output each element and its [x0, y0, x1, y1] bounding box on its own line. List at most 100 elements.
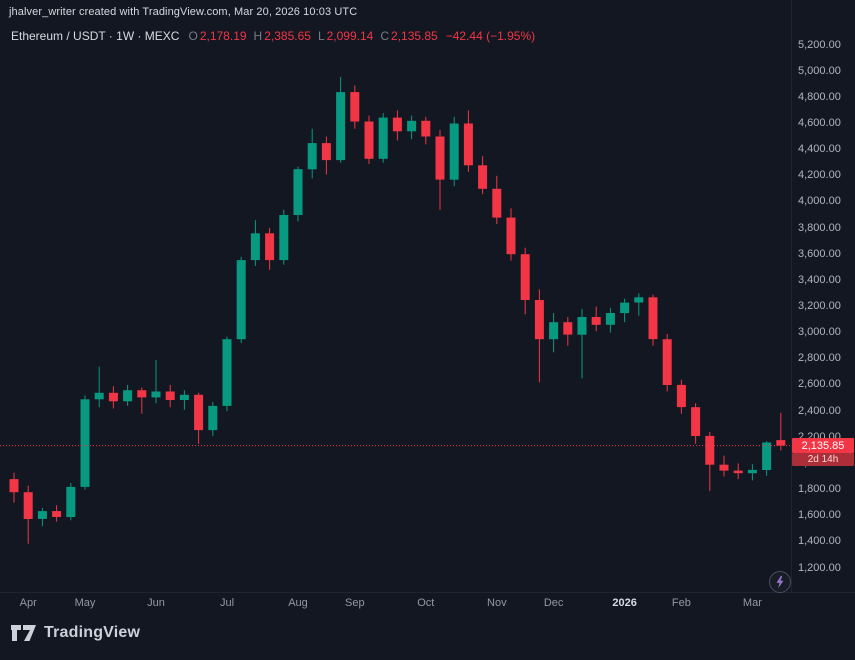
- time-tick-label: Mar: [742, 597, 762, 609]
- time-tick-label: Dec: [543, 597, 564, 609]
- candle: [336, 77, 346, 163]
- time-tick-label: Jun: [147, 597, 165, 609]
- time-tick-label: Nov: [487, 597, 507, 609]
- candle: [279, 209, 289, 265]
- price-tick-label: 4,000.00: [798, 195, 841, 208]
- price-tick-label: 2,800.00: [798, 352, 841, 365]
- candle: [747, 464, 757, 481]
- candle: [435, 130, 445, 210]
- price-tick-label: 4,400.00: [798, 143, 841, 156]
- candle: [648, 294, 658, 346]
- candle: [23, 485, 33, 544]
- time-tick-label: Feb: [671, 597, 691, 609]
- time-tick-label: Aug: [288, 597, 308, 609]
- candle: [591, 306, 601, 332]
- candle: [151, 360, 161, 404]
- ohlc-open-value: 2,178.19: [199, 29, 247, 43]
- ohlc-low-value: 2,099.14: [326, 29, 374, 43]
- candle: [37, 507, 47, 527]
- candle: [94, 366, 104, 408]
- price-change: −42.44 (−1.95%): [445, 29, 536, 43]
- candle: [293, 166, 303, 222]
- flash-icon: [776, 575, 784, 589]
- candle: [165, 384, 175, 408]
- candle: [776, 413, 786, 451]
- candle: [577, 309, 587, 379]
- candle: [194, 392, 204, 444]
- symbol-title[interactable]: Ethereum / USDT · 1W · MEXC: [11, 29, 180, 43]
- time-axis[interactable]: Apr May Jun Jul Aug Sep Oct Nov Dec 2026 Feb Mar: [0, 592, 792, 614]
- candle: [350, 85, 360, 129]
- candle: [421, 116, 431, 145]
- ohlc-low-label: L: [317, 29, 325, 43]
- ohlc-low: L 2,099.14: [318, 29, 373, 43]
- candle: [307, 128, 317, 179]
- candlestick-chart[interactable]: [0, 0, 792, 592]
- candle: [506, 208, 516, 261]
- candle: [705, 432, 715, 491]
- candle: [563, 317, 573, 346]
- candle: [676, 379, 686, 414]
- ohlc-open-label: O: [188, 29, 198, 43]
- flash-button[interactable]: [769, 571, 791, 593]
- candle: [762, 441, 772, 476]
- candle: [733, 463, 743, 480]
- candle: [137, 387, 147, 414]
- candle: [478, 156, 488, 195]
- candle: [52, 505, 62, 522]
- ohlc-high: H 2,385.65: [254, 29, 311, 43]
- candle: [108, 386, 118, 409]
- tradingview-logo-icon: [11, 625, 36, 641]
- price-tick-label: 5,000.00: [798, 64, 841, 77]
- candle: [549, 313, 559, 353]
- candle: [364, 115, 374, 164]
- price-tick-label: 3,600.00: [798, 247, 841, 260]
- candle: [236, 256, 246, 344]
- candle: [634, 293, 644, 316]
- candle: [407, 115, 417, 140]
- candle: [265, 228, 275, 270]
- candle: [620, 298, 630, 323]
- price-tick-label: 4,800.00: [798, 90, 841, 103]
- bar-countdown-label: 2d 14h: [792, 453, 854, 467]
- price-axis[interactable]: 5,200.00 5,000.00 4,800.00 4,600.00 4,400.00…: [792, 0, 855, 592]
- ohlc-close: C 2,135.85: [380, 29, 437, 43]
- price-axis-separator: [791, 0, 792, 592]
- price-tick-label: 2,400.00: [798, 404, 841, 417]
- price-tick-label: 3,200.00: [798, 300, 841, 312]
- attribution-text: jhalver_writer created with TradingView.…: [9, 6, 358, 18]
- candle: [9, 472, 19, 503]
- candle: [321, 136, 331, 175]
- candle: [463, 110, 473, 172]
- price-tick-label: 1,200.00: [798, 561, 841, 574]
- time-tick-label: Oct: [417, 597, 435, 609]
- time-tick-label: 2026: [612, 597, 637, 609]
- price-tick-label: 4,200.00: [798, 169, 841, 182]
- candle: [605, 307, 615, 333]
- current-price-label: 2,135.85: [792, 438, 854, 454]
- ohlc-high-label: H: [253, 29, 263, 43]
- candle: [449, 116, 459, 187]
- candle: [492, 175, 502, 225]
- candle: [208, 401, 218, 436]
- candle: [123, 384, 133, 406]
- ohlc-high-value: 2,385.65: [264, 29, 311, 43]
- price-tick-label: 4,600.00: [798, 117, 841, 129]
- tradingview-logo[interactable]: TradingView: [10, 621, 140, 645]
- candle: [520, 247, 530, 315]
- candle: [250, 220, 260, 266]
- price-tick-label: 1,800.00: [798, 483, 841, 496]
- price-tick-label: 3,400.00: [798, 273, 841, 286]
- candle: [222, 336, 232, 412]
- time-tick-label: Jul: [219, 597, 235, 609]
- candle: [66, 483, 76, 521]
- candle: [378, 113, 388, 163]
- candle: [719, 455, 729, 477]
- ohlc-close-label: C: [380, 29, 390, 43]
- price-tick-label: 1,600.00: [798, 509, 841, 522]
- time-tick-label: May: [74, 597, 96, 609]
- time-tick-label: Apr: [19, 597, 37, 609]
- price-tick-label: 5,200.00: [798, 38, 841, 51]
- price-tick-label: 3,800.00: [798, 221, 841, 234]
